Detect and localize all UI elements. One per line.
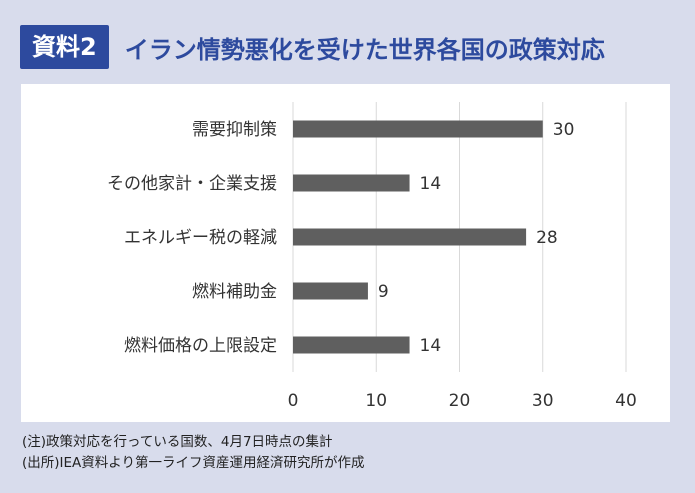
bar (293, 336, 410, 354)
category-label: 燃料価格の上限設定 (124, 336, 277, 356)
category-label: エネルギー税の軽減 (124, 228, 277, 248)
bar-chart: 0 10 20 30 40 需要抑制策 30 その他家計・企業支援 14 エネルギー税の軽減 28 燃… (107, 102, 637, 411)
bar (293, 282, 368, 300)
chart-panel: 0 10 20 30 40 需要抑制策 30 その他家計・企業支援 14 エネルギー税の軽減 28 燃… (21, 84, 670, 422)
x-tick-label: 10 (365, 391, 387, 411)
data-label: 28 (536, 228, 558, 248)
data-label: 14 (420, 174, 442, 194)
bar (293, 120, 543, 138)
chart-title: イラン情勢悪化を受けた世界各国の政策対応 (124, 35, 605, 64)
bar (293, 228, 527, 246)
category-label: 燃料補助金 (192, 282, 277, 302)
figure-badge: 資料2 (20, 25, 109, 69)
data-label: 30 (553, 120, 575, 140)
x-tick-label: 20 (449, 391, 471, 411)
x-tick-label: 0 (288, 391, 299, 411)
category-label: その他家計・企業支援 (107, 174, 277, 194)
data-label: 9 (378, 282, 389, 302)
footnote-note: (注)政策対応を行っている国数、4月7日時点の集計 (22, 434, 333, 450)
x-tick-label: 40 (615, 391, 637, 411)
category-label: 需要抑制策 (192, 120, 277, 140)
bar (293, 174, 410, 192)
footnote-source: (出所)IEA資料より第一ライフ資産運用経済研究所が作成 (22, 455, 365, 471)
data-label: 14 (420, 336, 442, 356)
chart-header: 資料2 イラン情勢悪化を受けた世界各国の政策対応 (20, 24, 605, 70)
x-tick-label: 30 (532, 391, 554, 411)
chart-footer: (注)政策対応を行っている国数、4月7日時点の集計 (出所)IEA資料より第一ラ… (22, 432, 365, 474)
